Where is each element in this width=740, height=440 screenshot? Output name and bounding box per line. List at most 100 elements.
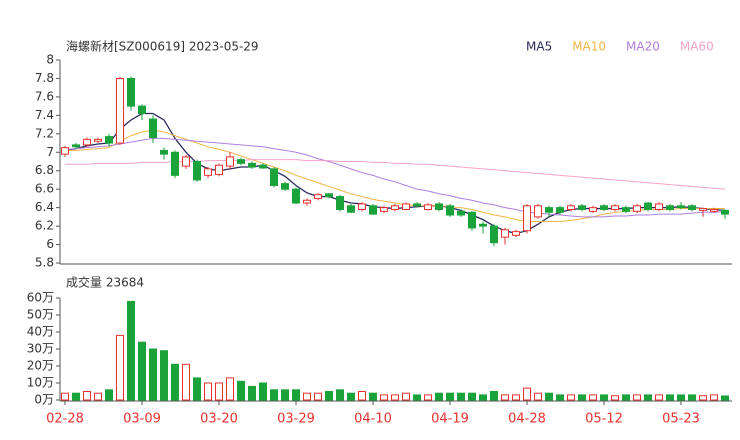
- candle-body: [380, 207, 388, 212]
- candle-body: [160, 149, 168, 155]
- volume-bar: [424, 394, 432, 401]
- legend-entry: MA20: [626, 40, 660, 54]
- y-tick-label: 7.2: [35, 126, 54, 140]
- candle-body: [193, 161, 201, 181]
- volume-bar: [435, 392, 443, 401]
- candle-body: [248, 162, 256, 168]
- volume-bar: [490, 391, 498, 401]
- candle-body: [138, 105, 146, 115]
- candle-body: [391, 205, 399, 210]
- y-tick-label: 6.8: [35, 163, 54, 177]
- volume-bar: [347, 392, 355, 401]
- candle-body: [589, 207, 597, 212]
- candle-body: [633, 205, 641, 212]
- candle-body: [699, 208, 707, 211]
- volume-bar: [556, 394, 564, 401]
- candle-body: [72, 144, 80, 148]
- volume-bar: [501, 394, 509, 401]
- legend-entry: MA5: [526, 40, 552, 54]
- candle-body: [446, 205, 454, 216]
- candle-body: [479, 223, 487, 227]
- candle-body: [204, 168, 212, 176]
- volume-bar: [215, 382, 223, 401]
- candle-body: [534, 205, 542, 218]
- candle-body: [468, 211, 476, 229]
- y-tick-label: 10万: [27, 376, 54, 390]
- candle-body: [226, 156, 234, 167]
- volume-bar: [127, 300, 135, 401]
- candle-body: [237, 159, 245, 164]
- volume-bar: [721, 395, 729, 401]
- chart-title: 海螺新材[SZ000619] 2023-05-29: [66, 39, 259, 54]
- volume-bar: [391, 394, 399, 401]
- volume-bar: [413, 394, 421, 401]
- volume-bar: [622, 394, 630, 401]
- candle-body: [105, 136, 113, 144]
- volume-bar: [611, 395, 619, 401]
- volume-bar: [193, 377, 201, 401]
- candle-body: [490, 225, 498, 244]
- volume-bar: [138, 341, 146, 401]
- volume-bar: [600, 394, 608, 401]
- volume-bar: [237, 380, 245, 401]
- candle-body: [512, 231, 520, 236]
- candle-body: [61, 147, 69, 155]
- candle-body: [622, 207, 630, 212]
- candle-body: [424, 204, 432, 210]
- y-tick-label: 20万: [27, 359, 54, 373]
- candle-body: [292, 188, 300, 204]
- volume-bar: [182, 363, 190, 401]
- x-tick-label: 03-20: [200, 412, 238, 427]
- volume-bar: [358, 391, 366, 401]
- candle-body: [215, 164, 223, 175]
- candle-body: [336, 196, 344, 210]
- volume-bar: [655, 394, 663, 401]
- volume-bar: [248, 385, 256, 401]
- candle-body: [182, 156, 190, 167]
- candle-body: [567, 205, 575, 210]
- volume-bar: [171, 363, 179, 401]
- candle-body: [116, 77, 124, 144]
- volume-bar: [402, 392, 410, 401]
- x-tick-label: 04-10: [354, 412, 392, 427]
- x-tick-label: 05-12: [585, 412, 623, 427]
- candle-body: [655, 203, 663, 210]
- y-tick-label: 30万: [27, 342, 54, 356]
- volume-bar: [710, 394, 718, 401]
- volume-bar: [567, 394, 575, 401]
- candle-body: [314, 194, 322, 199]
- x-tick-label: 02-28: [46, 412, 84, 427]
- volume-bar: [380, 394, 388, 401]
- y-tick-label: 0万: [34, 393, 54, 407]
- volume-bar: [314, 392, 322, 401]
- volume-bar: [281, 389, 289, 401]
- volume-bar: [589, 394, 597, 401]
- volume-bar: [523, 387, 531, 401]
- candle-body: [171, 151, 179, 176]
- volume-bar: [292, 389, 300, 401]
- y-tick-label: 60万: [27, 291, 54, 305]
- volume-bar: [446, 392, 454, 401]
- volume-bar: [369, 392, 377, 401]
- candle-body: [501, 229, 509, 238]
- candle-body: [83, 138, 91, 146]
- volume-bar: [149, 348, 157, 401]
- y-tick-label: 6.6: [35, 182, 54, 196]
- y-tick-label: 7.8: [35, 71, 54, 85]
- volume-bar: [545, 392, 553, 401]
- y-tick-label: 7: [46, 145, 54, 159]
- ma-line: [65, 129, 725, 222]
- candle-body: [578, 205, 586, 210]
- volume-bar: [116, 334, 124, 401]
- x-tick-label: 03-29: [277, 412, 315, 427]
- x-tick-label: 03-09: [123, 412, 161, 427]
- y-tick-label: 6: [46, 237, 54, 251]
- volume-bar: [677, 394, 685, 401]
- volume-bar: [644, 394, 652, 401]
- volume-bar: [160, 350, 168, 401]
- candle-body: [369, 205, 377, 215]
- volume-bar: [226, 377, 234, 401]
- candle-body: [545, 207, 553, 213]
- y-tick-label: 40万: [27, 325, 54, 339]
